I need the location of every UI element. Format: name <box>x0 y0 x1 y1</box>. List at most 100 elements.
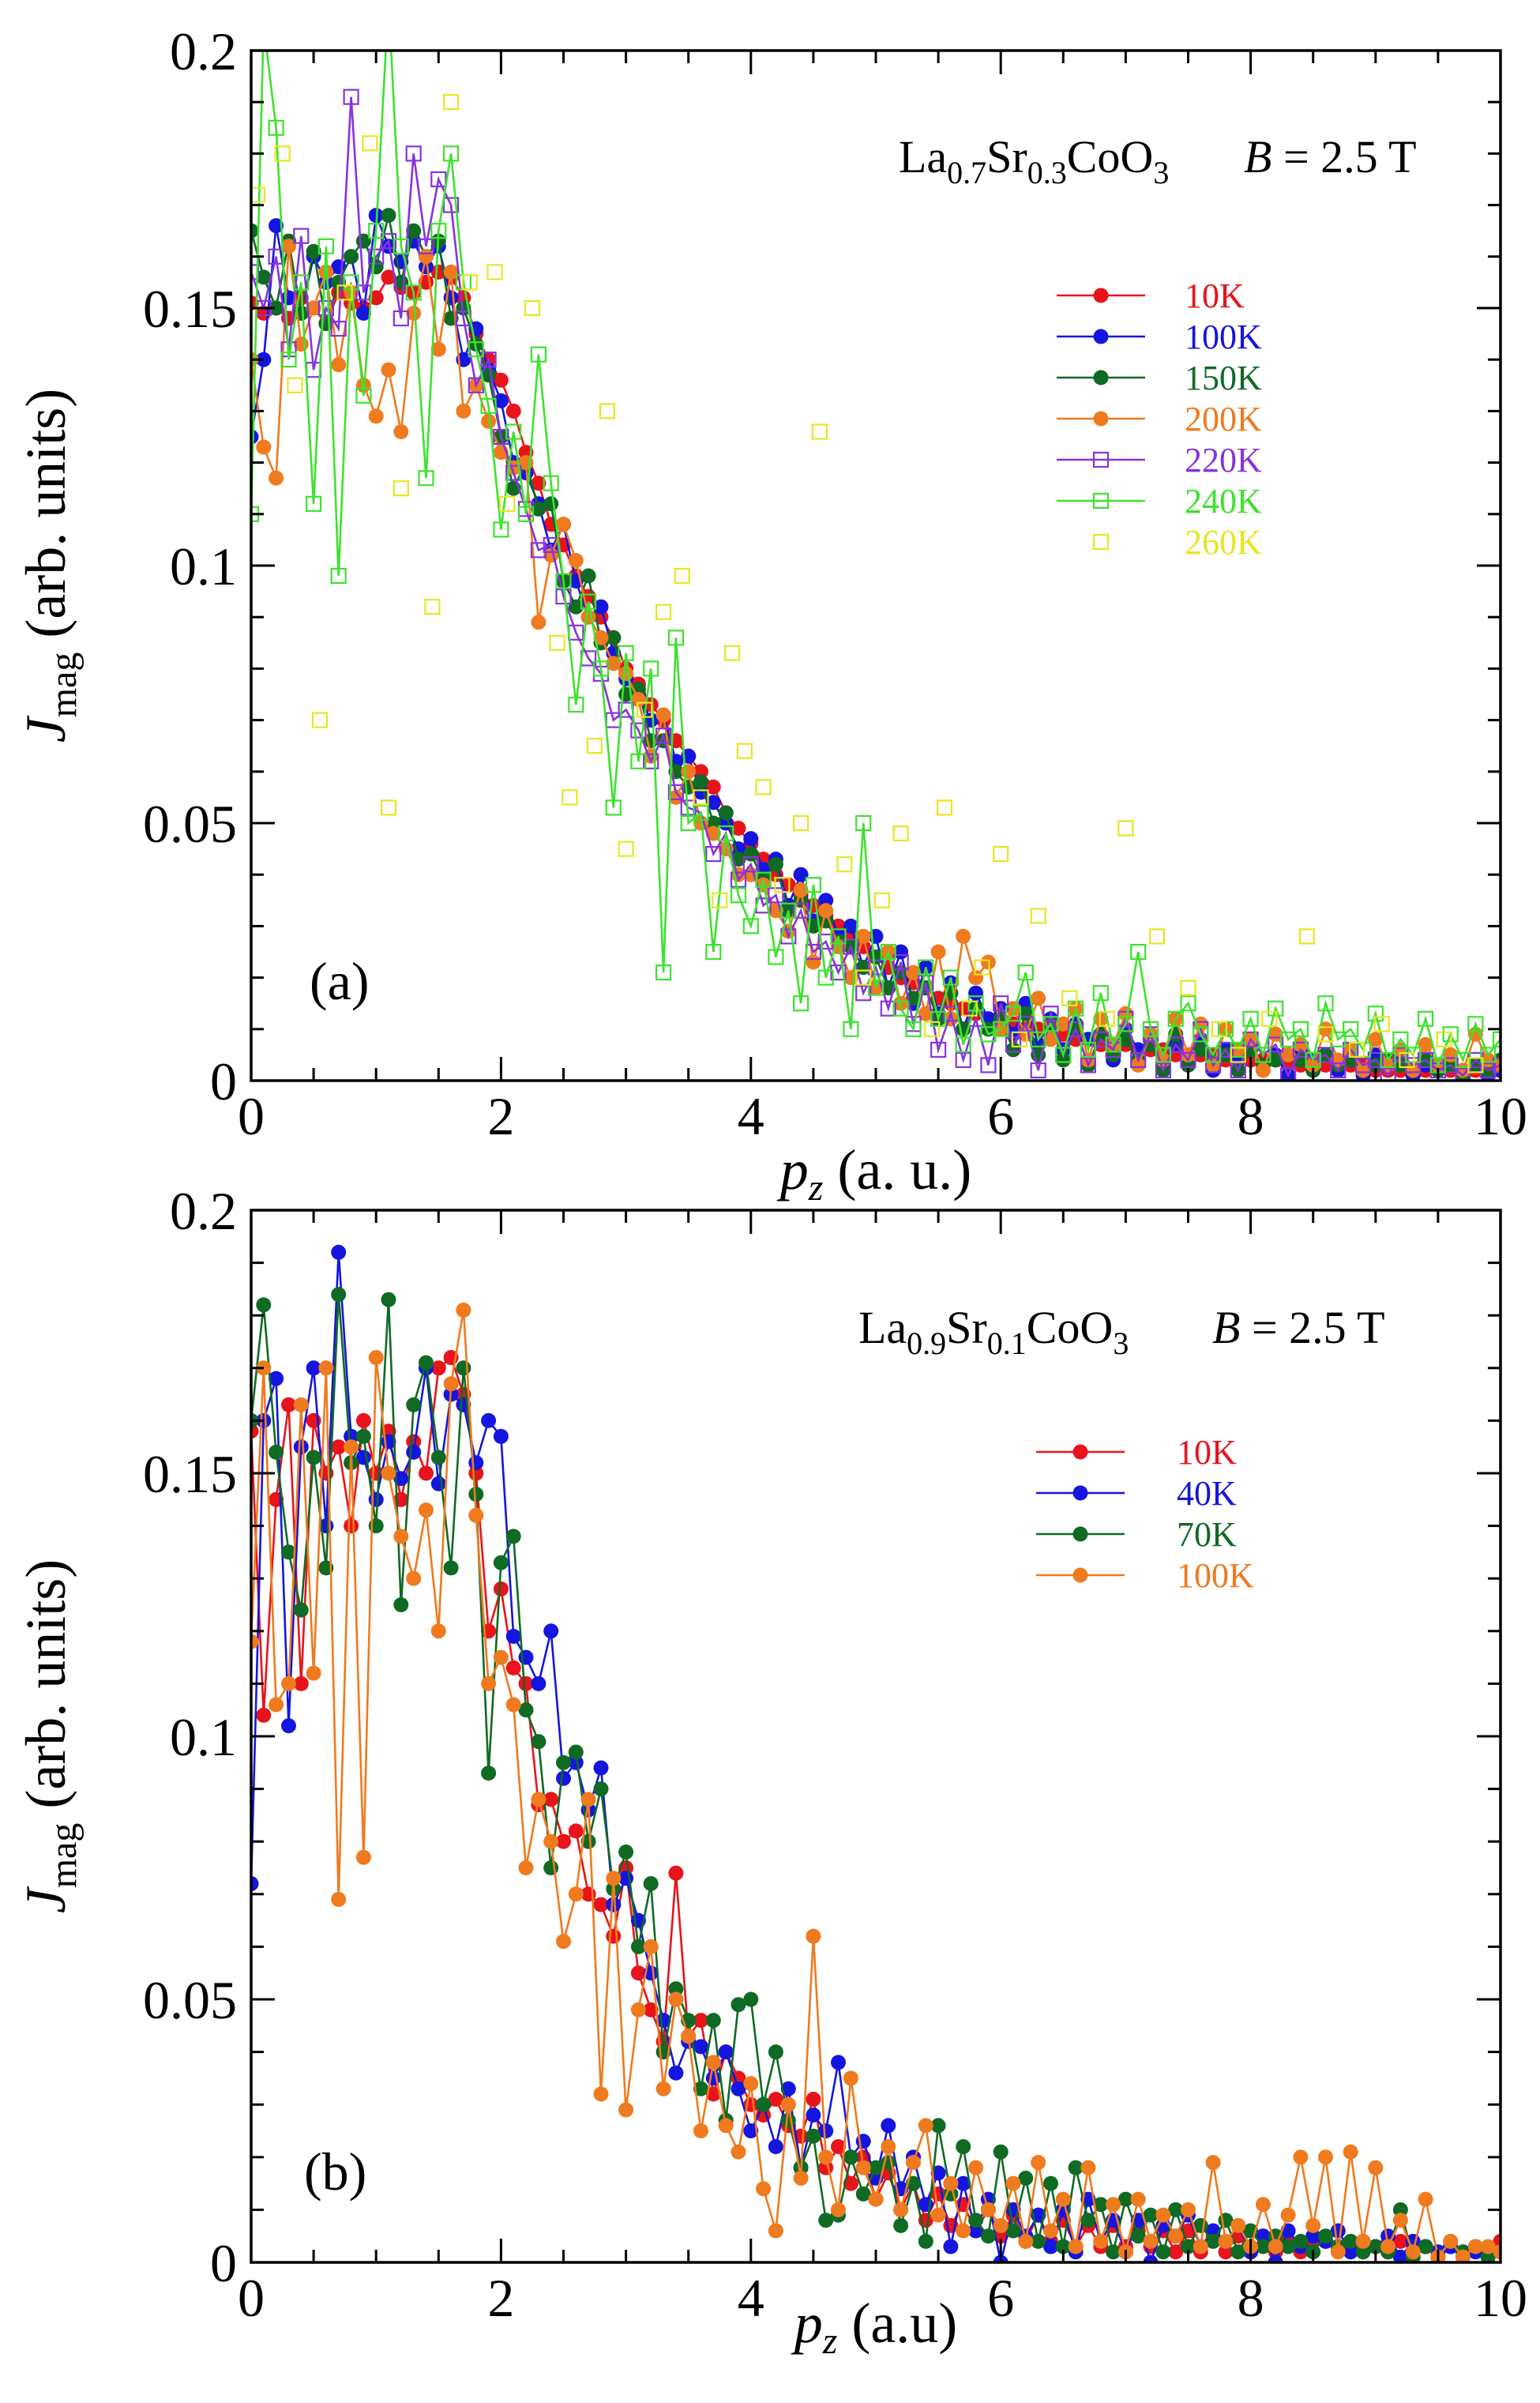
data-point-240K-11 <box>381 0 396 6</box>
x-axis-label: pz (a.u) <box>791 2292 958 2362</box>
data-point-100K-27 <box>580 1792 596 1807</box>
data-point-100K-94 <box>1418 2191 1433 2207</box>
series-240K <box>251 0 1501 1074</box>
data-point-100K-48 <box>843 918 858 934</box>
legend-marker <box>1072 1526 1088 1542</box>
series-40K <box>251 1244 1501 2262</box>
data-point-240K-97 <box>1455 1051 1471 1069</box>
data-point-220K-31 <box>630 722 647 739</box>
data-point-260K-14 <box>549 634 565 651</box>
data-point-70K-14 <box>419 1355 434 1371</box>
data-point-70K-7 <box>331 1287 347 1303</box>
data-point-100K-58 <box>968 2160 984 2175</box>
data-point-260K-53 <box>1399 1051 1415 1069</box>
data-point-100K-96 <box>1443 2233 1459 2249</box>
data-point-240K-23 <box>530 346 547 363</box>
data-point-70K-46 <box>818 2213 834 2228</box>
data-point-240K-68 <box>1092 985 1109 1002</box>
data-point-70K-13 <box>406 1397 422 1412</box>
x-tick-label: 6 <box>987 1086 1014 1146</box>
data-point-40K-38 <box>718 2044 734 2060</box>
x-tick-label: 4 <box>738 2268 764 2328</box>
data-point-100K-30 <box>618 2102 634 2118</box>
data-point-40K-19 <box>481 1412 497 1428</box>
data-point-70K-22 <box>518 1702 534 1718</box>
data-point-220K-48 <box>843 938 859 955</box>
data-point-100K-91 <box>1380 2239 1396 2254</box>
data-point-70K-5 <box>306 1450 321 1465</box>
data-point-240K-100 <box>1492 1031 1501 1047</box>
data-point-220K-77 <box>1204 1057 1222 1074</box>
data-point-100K-19 <box>481 1675 497 1691</box>
data-point-10K-24 <box>543 1792 559 1807</box>
data-point-220K-100 <box>1492 1057 1501 1074</box>
data-point-200K-13 <box>406 306 422 321</box>
data-point-260K-26 <box>755 779 772 795</box>
data-point-40K-4 <box>293 1439 309 1455</box>
data-point-100K-0 <box>251 1634 259 1649</box>
data-point-10K-1 <box>256 1707 272 1723</box>
data-point-200K-68 <box>1093 1011 1109 1027</box>
data-point-100K-44 <box>793 867 809 882</box>
data-point-260K-34 <box>924 1021 941 1037</box>
legend-label: 100K <box>1185 318 1262 356</box>
data-point-100K-9 <box>355 1849 371 1865</box>
data-point-10K-26 <box>568 1823 584 1839</box>
legend-marker <box>1093 329 1109 344</box>
data-point-100K-20 <box>493 393 509 408</box>
data-point-100K-2 <box>269 1697 284 1713</box>
y-tick-label: 0.05 <box>143 1970 237 2030</box>
data-point-10K-37 <box>705 779 721 795</box>
data-point-240K-6 <box>317 238 334 254</box>
data-point-260K-49 <box>1298 928 1315 945</box>
data-point-260K-52 <box>1373 1016 1390 1032</box>
data-point-240K-20 <box>493 521 509 538</box>
data-point-70K-28 <box>593 1781 609 1797</box>
data-point-70K-86 <box>1318 2228 1333 2244</box>
series-260K <box>251 94 1484 1074</box>
data-point-100K-28 <box>593 2086 609 2102</box>
data-point-40K-34 <box>668 2065 684 2081</box>
y-tick-label: 0 <box>210 1051 237 1111</box>
data-point-70K-40 <box>743 1991 759 2007</box>
data-point-70K-20 <box>493 1555 509 1570</box>
x-label-main: p <box>791 2292 823 2355</box>
y-tick-label: 0.2 <box>170 1181 237 1241</box>
data-point-100K-15 <box>430 1623 446 1639</box>
data-point-150K-0 <box>251 223 259 239</box>
data-point-10K-74 <box>1168 2244 1184 2260</box>
data-point-260K-20 <box>655 604 672 620</box>
x-label-main: p <box>776 1138 809 1202</box>
data-point-200K-81 <box>1255 1062 1271 1078</box>
data-point-100K-62 <box>1018 2233 1034 2249</box>
data-point-220K-84 <box>1292 1041 1309 1059</box>
data-point-260K-35 <box>936 799 953 816</box>
y-label-main: J <box>14 715 77 743</box>
data-point-70K-89 <box>1355 2244 1371 2260</box>
data-point-200K-35 <box>681 764 697 780</box>
data-point-240K-94 <box>1417 1010 1434 1027</box>
data-point-10K-29 <box>606 1928 622 1944</box>
data-point-240K-99 <box>1480 1047 1497 1063</box>
data-point-240K-82 <box>1268 1000 1284 1017</box>
data-point-220K-15 <box>430 171 447 188</box>
data-point-100K-14 <box>419 1502 434 1518</box>
data-point-150K-38 <box>718 805 734 821</box>
data-point-100K-54 <box>918 2118 933 2134</box>
x-tick-label: 10 <box>1474 2268 1527 2328</box>
data-point-10K-36 <box>693 764 708 780</box>
data-point-200K-1 <box>256 439 272 455</box>
data-point-40K-2 <box>269 1371 284 1386</box>
data-point-240K-4 <box>293 274 310 291</box>
data-point-240K-53 <box>905 1021 922 1037</box>
data-point-240K-70 <box>1117 1016 1134 1032</box>
data-point-70K-18 <box>468 1487 484 1502</box>
data-point-100K-92 <box>1392 2213 1408 2228</box>
data-point-200K-86 <box>1318 1021 1333 1037</box>
data-point-10K-8 <box>344 1518 359 1534</box>
data-point-70K-27 <box>580 1833 596 1849</box>
data-point-240K-67 <box>1080 1041 1097 1059</box>
data-point-100K-37 <box>705 795 721 810</box>
data-point-200K-57 <box>956 928 971 944</box>
data-point-40K-25 <box>556 1770 571 1786</box>
